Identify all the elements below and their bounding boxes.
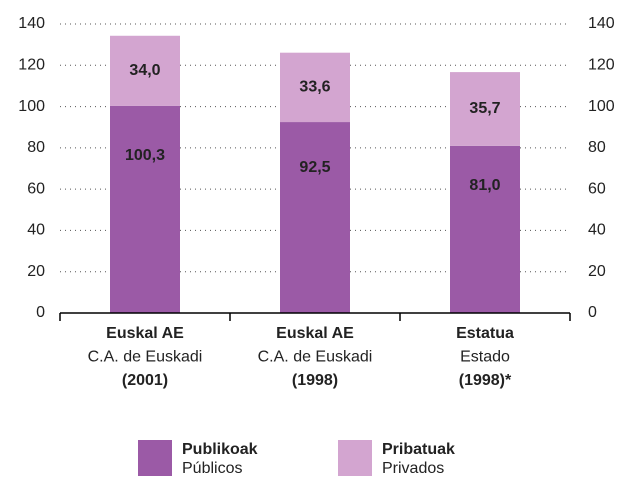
x-tick-label: Euskal AE bbox=[276, 325, 354, 342]
legend-swatch bbox=[338, 440, 372, 476]
y2-tick-label: 60 bbox=[588, 180, 606, 197]
x-tick-label: C.A. de Euskadi bbox=[258, 349, 373, 366]
x-tick-label: (1998) bbox=[292, 372, 338, 389]
value-label: 81,0 bbox=[469, 177, 500, 194]
x-tick-label: C.A. de Euskadi bbox=[88, 349, 203, 366]
y-tick-label: 60 bbox=[27, 180, 45, 197]
y2-tick-label: 140 bbox=[588, 15, 615, 32]
x-tick-label: (2001) bbox=[122, 372, 168, 389]
y2-tick-label: 20 bbox=[588, 263, 606, 280]
y-tick-label: 20 bbox=[27, 263, 45, 280]
legend-label: Pribatuak bbox=[382, 441, 455, 458]
bar-segment bbox=[110, 105, 180, 313]
legend-label: Públicos bbox=[182, 460, 242, 477]
y-tick-label: 140 bbox=[18, 15, 45, 32]
value-label: 92,5 bbox=[299, 159, 330, 176]
y2-tick-label: 120 bbox=[588, 57, 615, 74]
y-tick-label: 0 bbox=[36, 304, 45, 321]
y2-tick-label: 40 bbox=[588, 222, 606, 239]
y-tick-label: 120 bbox=[18, 57, 45, 74]
bar-segment bbox=[280, 52, 350, 123]
y2-tick-label: 80 bbox=[588, 139, 606, 156]
y2-tick-label: 100 bbox=[588, 98, 615, 115]
legend-label: Publikoak bbox=[182, 441, 258, 458]
value-label: 100,3 bbox=[125, 147, 165, 164]
legend-label: Privados bbox=[382, 460, 444, 477]
value-label: 33,6 bbox=[299, 79, 330, 96]
x-tick-label: Estatua bbox=[456, 325, 514, 342]
y-tick-label: 100 bbox=[18, 98, 45, 115]
y-tick-label: 40 bbox=[27, 222, 45, 239]
value-label: 34,0 bbox=[129, 62, 160, 79]
bar-segment bbox=[280, 122, 350, 313]
bar-segment bbox=[450, 72, 520, 146]
x-tick-label: Euskal AE bbox=[106, 325, 184, 342]
value-label: 35,7 bbox=[469, 100, 500, 117]
bar-segment bbox=[450, 145, 520, 313]
bar-segment bbox=[110, 35, 180, 106]
x-tick-label: Estado bbox=[460, 349, 510, 366]
y-tick-label: 80 bbox=[27, 139, 45, 156]
y2-tick-label: 0 bbox=[588, 304, 597, 321]
x-tick-label: (1998)* bbox=[459, 372, 512, 389]
legend-swatch bbox=[138, 440, 172, 476]
